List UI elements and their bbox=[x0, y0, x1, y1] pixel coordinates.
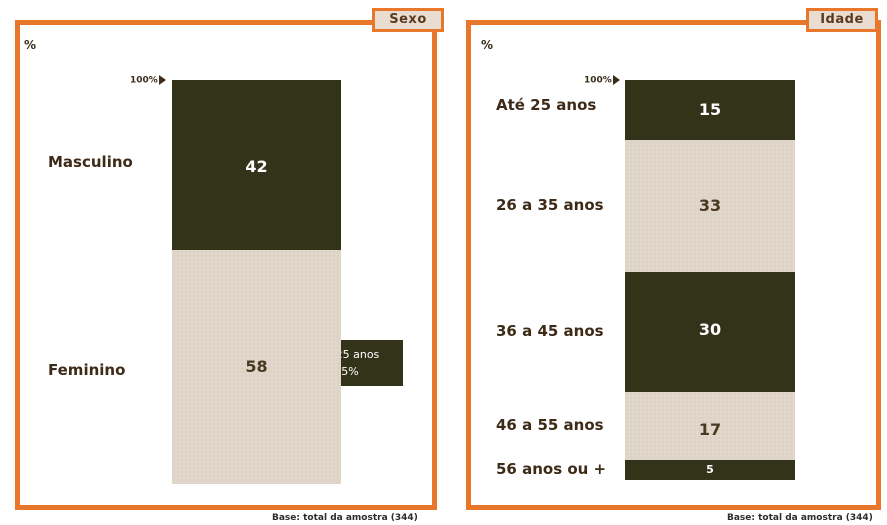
sexo-segment-1: 58 bbox=[172, 249, 341, 484]
idade-top-marker: 100% bbox=[584, 75, 620, 86]
idade-top-marker-text: 100% bbox=[584, 75, 612, 86]
idade-category-label-1: 26 a 35 anos bbox=[496, 196, 604, 214]
idade-value-label-4: 5 bbox=[706, 463, 714, 477]
idade-segment-2: 30 bbox=[625, 272, 795, 392]
idade-base-note: Base: total da amostra (344) bbox=[727, 513, 873, 523]
idade-value-label-3: 17 bbox=[698, 420, 722, 440]
idade-segment-1: 33 bbox=[625, 140, 795, 272]
sexo-top-marker-text: 100% bbox=[130, 75, 158, 86]
idade-title: Idade bbox=[806, 8, 878, 32]
idade-marker-arrow-icon bbox=[612, 75, 620, 85]
idade-category-label-3: 46 a 55 anos bbox=[496, 416, 604, 434]
sexo-segment-0: 42 bbox=[172, 80, 341, 250]
sexo-marker-arrow-icon bbox=[158, 75, 166, 85]
idade-unit-label: % bbox=[481, 38, 494, 52]
sexo-unit-label: % bbox=[24, 38, 37, 52]
sexo-value-label-1: 58 bbox=[245, 357, 268, 377]
idade-category-label-4: 56 anos ou + bbox=[496, 460, 607, 478]
idade-segment-0: 15 bbox=[625, 80, 795, 140]
idade-category-label-2: 36 a 45 anos bbox=[496, 322, 604, 340]
idade-value-label-2: 30 bbox=[698, 320, 722, 340]
sexo-base-note: Base: total da amostra (344) bbox=[272, 513, 418, 523]
idade-value-label-1: 33 bbox=[698, 196, 722, 216]
idade-segment-3: 17 bbox=[625, 392, 795, 460]
sexo-top-marker: 100% bbox=[130, 75, 166, 86]
idade-segment-4: 5 bbox=[625, 460, 795, 480]
sexo-category-label-1: Feminino bbox=[48, 360, 126, 379]
sexo-title: Sexo bbox=[372, 8, 444, 32]
sexo-value-label-0: 42 bbox=[245, 157, 268, 177]
idade-value-label-0: 15 bbox=[698, 100, 722, 120]
sexo-category-label-0: Masculino bbox=[48, 152, 133, 171]
idade-category-label-0: Até 25 anos bbox=[496, 96, 597, 114]
